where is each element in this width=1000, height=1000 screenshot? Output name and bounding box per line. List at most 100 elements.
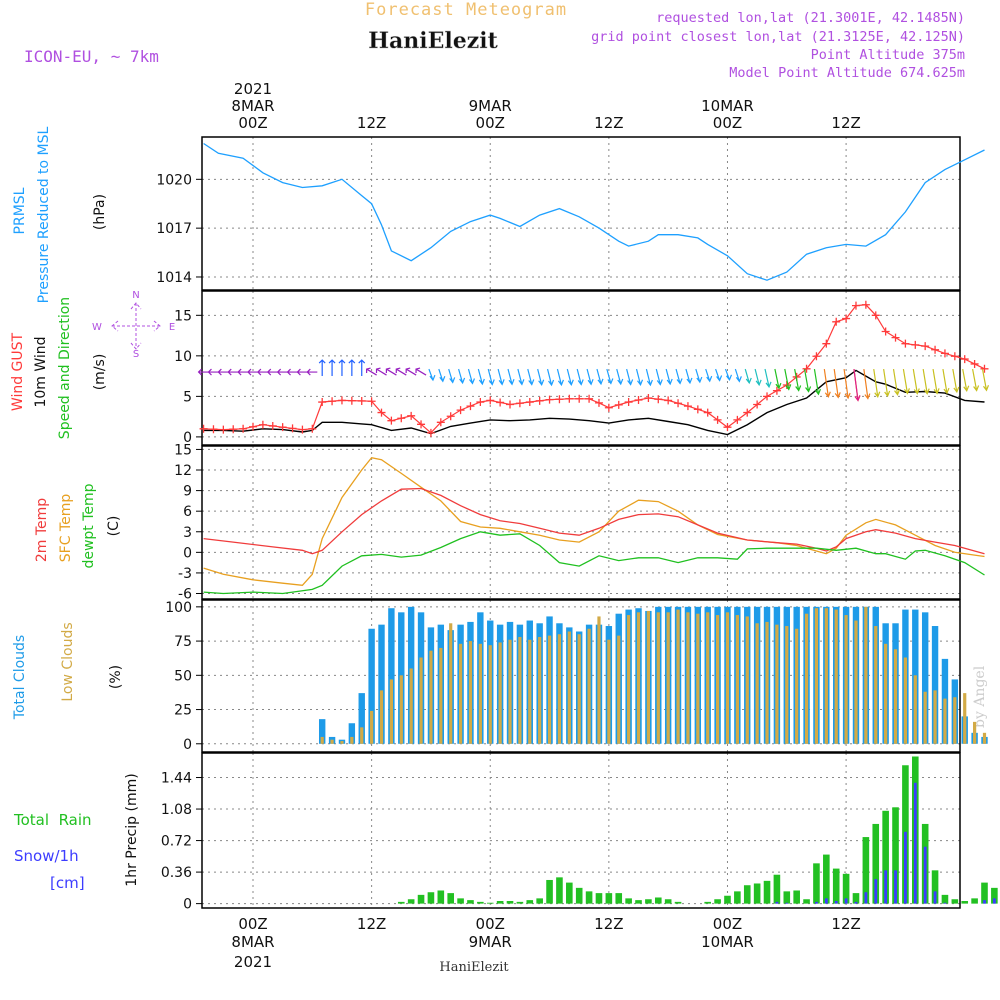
wind-gust-marker [496,398,505,407]
precip-rain-bar [951,899,959,904]
wind-direction-arrow [276,368,288,376]
cloud-low-bar [844,615,848,744]
wind-gust-marker [861,300,870,309]
cloud-low-bar [982,732,987,744]
temp-label-dewpt: dewpt Temp [81,483,97,568]
wind-direction-arrow [395,367,407,376]
precip-snow-bar [864,892,868,904]
precip-rain-bar [842,873,850,904]
wind-direction-arrow [318,359,326,377]
precip-snow-bar [943,902,947,904]
cloud-low-bar [785,626,789,744]
wind-direction-arrow [833,368,841,399]
temperature-ytick-label: 0 [183,545,192,561]
precip-rain-bar [654,897,662,904]
cloud-low-bar [370,710,374,744]
cloud-low-bar [745,616,749,744]
wind-gust-marker [565,394,574,403]
wind-direction-arrow [448,368,456,384]
precip-rain-bar [743,885,751,904]
wind-gust-marker [683,402,692,411]
wind-direction-arrow [715,368,723,382]
precip-rain-bar [763,880,771,904]
time-label-top: 00Z [476,114,505,132]
cloud-low-bar [676,609,680,744]
precip-rain-bar [971,898,978,904]
wind-direction-arrow [695,368,703,384]
compass-arrows-icon [111,302,161,350]
precip-ytick-label: 1.44 [161,771,192,787]
wind-gust-marker [308,424,317,433]
time-label-top: 00Z [238,114,267,132]
cloud-low-bar [320,736,324,744]
cloud-low-bar [973,721,977,744]
wind-gust-marker [328,397,337,406]
wind-gust-marker [851,301,860,310]
wind-gust-marker [940,349,949,358]
wind-gust-marker [802,364,811,373]
precip-rain-bar [477,901,484,904]
wind-direction-arrow [507,368,515,386]
cloud-low-bar [597,616,601,744]
cloud-low-bar [607,639,611,744]
cloud-low-bar [518,636,522,744]
clouds-ytick-label: 75 [174,634,192,650]
wind-direction-arrow [774,368,782,390]
precip-snow-bar [923,846,927,904]
wind-gust-marker [842,314,851,323]
wind-gust-marker [249,422,257,431]
precip-snow-bar [775,901,779,904]
wind-ytick-label: 5 [183,389,192,405]
wind-ytick-label: 0 [183,430,192,446]
cloud-low-bar [646,610,650,744]
precip-rain-bar [397,901,405,904]
cloud-low-bar [439,647,443,744]
pressure-ytick-label: 1014 [156,270,192,286]
cloud-low-bar [627,615,631,744]
temperature-ytick-label: 9 [183,484,192,500]
top-year: 2021 [234,80,272,98]
wind-gust-marker [258,420,267,429]
wind-direction-arrow [348,359,356,377]
panel-precip: 0 0.36 0.72 1.08 1.44 [161,752,998,913]
wind-gust-marker [476,398,485,407]
wind-direction-arrow [405,367,417,376]
wind-gust-marker [980,364,989,373]
wind-direction-arrow [338,359,346,377]
wind-gust-marker [278,423,287,432]
wind-direction-arrow [217,368,229,376]
wind-gust-marker [486,396,495,405]
precip-rain-bar [931,870,939,904]
wind-gust-marker [387,416,396,425]
cloud-low-bar [715,615,720,744]
time-label-bottom: 10MAR [701,933,754,951]
cloud-low-bar [449,623,453,744]
precip-rain-bar [753,883,761,904]
wind-direction-arrow [942,368,950,395]
wind-gust-marker [525,398,534,407]
wind-direction-arrow [227,368,239,376]
precip-label-snow: Snow/1h [14,847,79,865]
wind-direction-arrow [981,368,990,392]
cloud-label-total: Total Clouds [12,635,28,720]
precip-rain-bar [635,900,642,904]
wind-direction-arrow [467,368,476,385]
temp-sfc-line [203,456,985,586]
location-title: HaniElezit [368,28,498,54]
cloud-low-bar [399,675,403,744]
cloud-total-bar [368,628,375,744]
precip-rain-bar [872,823,880,904]
wind-gust-marker [832,317,841,326]
cloud-low-bar [893,649,898,744]
wind-direction-arrow [705,368,713,383]
cloud-low-bar [834,609,838,744]
precip-rain-bar [852,893,860,904]
wind-gust-marker [881,327,890,336]
wind-gust-marker [229,425,238,434]
wind-direction-arrow [813,368,822,396]
wind-gust-marker [407,411,416,420]
wind-direction-arrow [596,368,604,386]
cloud-low-bar [409,668,413,744]
precip-label-rain: Total Rain [13,811,92,829]
